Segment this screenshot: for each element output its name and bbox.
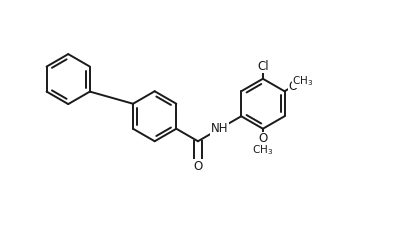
Text: CH$_3$: CH$_3$ xyxy=(292,74,313,88)
Text: NH: NH xyxy=(210,122,228,135)
Text: O: O xyxy=(288,80,297,93)
Text: Cl: Cl xyxy=(256,60,268,73)
Text: O: O xyxy=(258,132,267,145)
Text: O: O xyxy=(193,160,202,173)
Text: CH$_3$: CH$_3$ xyxy=(252,143,273,157)
